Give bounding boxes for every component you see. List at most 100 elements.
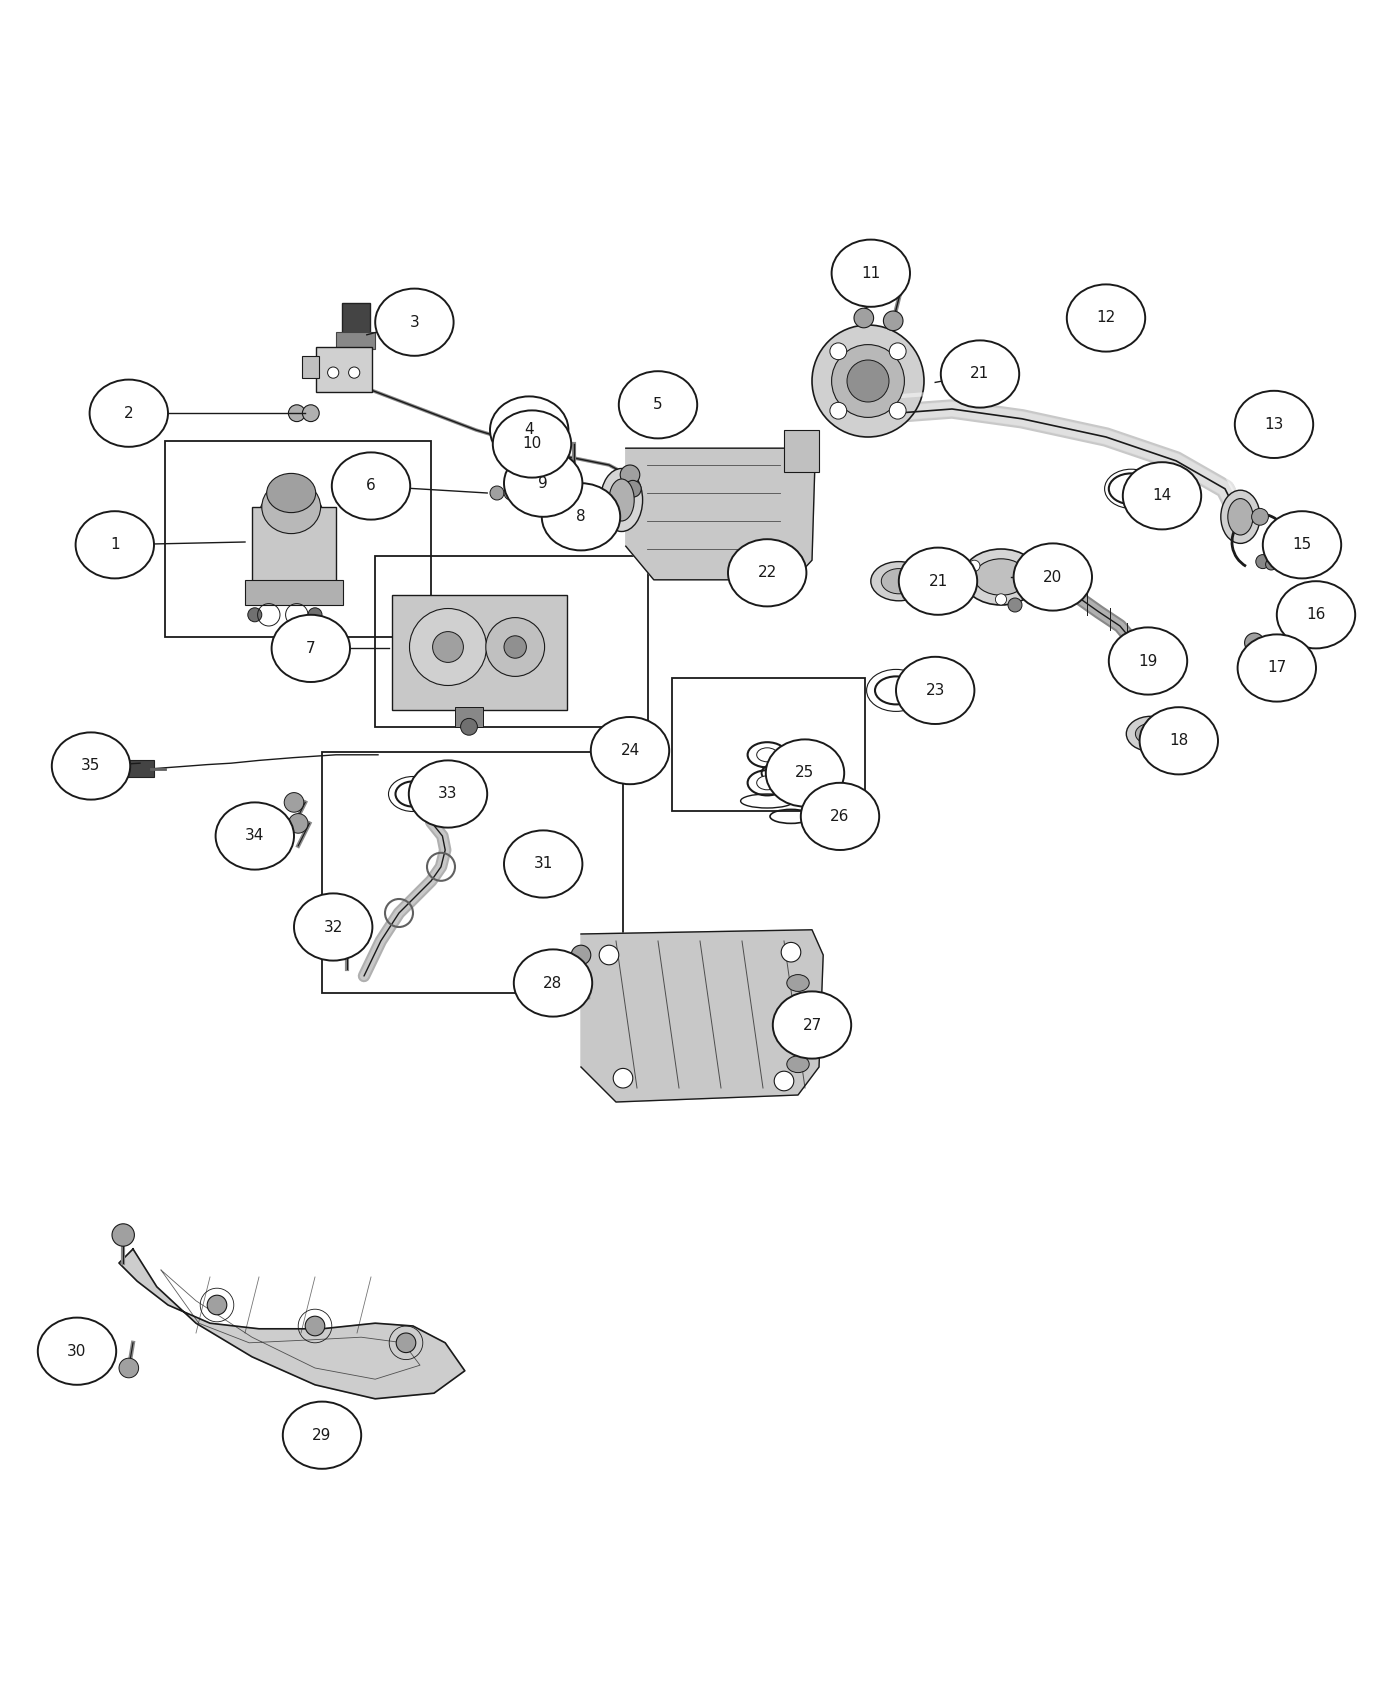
- Ellipse shape: [332, 452, 410, 520]
- Circle shape: [781, 942, 801, 962]
- Circle shape: [830, 343, 847, 360]
- Circle shape: [339, 940, 356, 957]
- Bar: [302, 355, 319, 377]
- Circle shape: [571, 945, 591, 966]
- Circle shape: [889, 403, 906, 420]
- Circle shape: [284, 792, 304, 813]
- Ellipse shape: [801, 782, 879, 850]
- Ellipse shape: [847, 360, 889, 401]
- Circle shape: [1008, 598, 1022, 612]
- Circle shape: [288, 814, 308, 833]
- Bar: [606, 505, 620, 527]
- Text: 19: 19: [1138, 653, 1158, 668]
- Bar: [392, 595, 567, 711]
- Text: 29: 29: [312, 1428, 332, 1443]
- Ellipse shape: [542, 483, 620, 551]
- Circle shape: [1135, 500, 1149, 513]
- Ellipse shape: [504, 830, 582, 898]
- Text: 26: 26: [830, 809, 850, 824]
- Circle shape: [288, 405, 305, 422]
- Bar: [322, 751, 623, 993]
- Circle shape: [1252, 508, 1268, 525]
- Text: 2: 2: [125, 406, 133, 420]
- Ellipse shape: [787, 1056, 809, 1073]
- Text: 32: 32: [323, 920, 343, 935]
- Text: 21: 21: [970, 367, 990, 381]
- Ellipse shape: [882, 568, 917, 593]
- Text: 24: 24: [620, 743, 640, 758]
- Bar: [316, 347, 372, 393]
- Text: 34: 34: [245, 828, 265, 843]
- Ellipse shape: [283, 1401, 361, 1469]
- Text: 35: 35: [81, 758, 101, 774]
- Text: 9: 9: [539, 476, 547, 491]
- Circle shape: [119, 1358, 139, 1377]
- Circle shape: [1022, 561, 1033, 571]
- Ellipse shape: [258, 488, 325, 554]
- Bar: [672, 678, 865, 811]
- Ellipse shape: [267, 473, 316, 513]
- Circle shape: [830, 403, 847, 420]
- Bar: [784, 430, 819, 473]
- Ellipse shape: [871, 561, 927, 600]
- Circle shape: [1256, 554, 1270, 568]
- Ellipse shape: [52, 733, 130, 799]
- Ellipse shape: [728, 539, 806, 607]
- Polygon shape: [626, 449, 815, 580]
- Ellipse shape: [504, 636, 526, 658]
- Ellipse shape: [1238, 634, 1316, 702]
- Text: 1: 1: [111, 537, 119, 553]
- Circle shape: [883, 311, 903, 330]
- Ellipse shape: [963, 549, 1039, 605]
- Text: 33: 33: [438, 787, 458, 801]
- Bar: [252, 507, 336, 585]
- Text: 8: 8: [577, 510, 585, 524]
- Bar: [165, 442, 431, 638]
- Ellipse shape: [1126, 716, 1176, 751]
- Ellipse shape: [812, 325, 924, 437]
- Circle shape: [889, 343, 906, 360]
- Ellipse shape: [504, 449, 582, 517]
- Text: 7: 7: [307, 641, 315, 656]
- Text: 18: 18: [1169, 733, 1189, 748]
- Polygon shape: [581, 930, 823, 1102]
- Ellipse shape: [619, 371, 697, 439]
- Ellipse shape: [409, 760, 487, 828]
- Ellipse shape: [375, 289, 454, 355]
- Ellipse shape: [832, 345, 904, 418]
- Circle shape: [1281, 609, 1295, 622]
- Ellipse shape: [766, 740, 844, 806]
- Ellipse shape: [832, 240, 910, 306]
- Text: 22: 22: [757, 566, 777, 580]
- Text: 17: 17: [1267, 661, 1287, 675]
- Text: 10: 10: [522, 437, 542, 452]
- Circle shape: [207, 1295, 227, 1314]
- Circle shape: [1266, 559, 1277, 570]
- Bar: [91, 760, 122, 775]
- Ellipse shape: [756, 748, 778, 762]
- Ellipse shape: [1135, 722, 1166, 745]
- Text: 23: 23: [925, 683, 945, 699]
- Ellipse shape: [756, 775, 778, 791]
- Circle shape: [1245, 632, 1264, 653]
- Text: 21: 21: [928, 573, 948, 588]
- Ellipse shape: [896, 656, 974, 724]
- Circle shape: [854, 308, 874, 328]
- Text: 30: 30: [67, 1343, 87, 1358]
- Ellipse shape: [974, 559, 1028, 595]
- Ellipse shape: [1109, 627, 1187, 695]
- Text: 27: 27: [802, 1018, 822, 1032]
- Ellipse shape: [1228, 498, 1253, 536]
- Circle shape: [613, 1068, 633, 1088]
- Text: 3: 3: [410, 314, 419, 330]
- Ellipse shape: [1123, 462, 1201, 529]
- Ellipse shape: [601, 469, 643, 532]
- Ellipse shape: [609, 479, 634, 520]
- Bar: [375, 556, 648, 728]
- Circle shape: [328, 367, 339, 377]
- Ellipse shape: [262, 481, 321, 534]
- Circle shape: [774, 1071, 794, 1091]
- Circle shape: [599, 945, 619, 966]
- Text: 14: 14: [1152, 488, 1172, 503]
- Ellipse shape: [216, 802, 294, 870]
